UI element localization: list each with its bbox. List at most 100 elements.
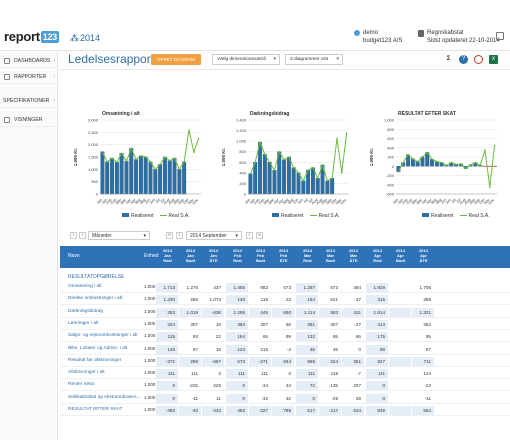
table-cell: 1.321	[412, 307, 434, 317]
diagrams-select[interactable]: 3 diagrammer vist ▾	[285, 54, 343, 65]
column-header-type: Budt	[185, 258, 196, 263]
table-cell: 95	[425, 334, 431, 340]
column-header[interactable]: 2014 Mar Real	[298, 248, 317, 263]
sigma-icon[interactable]: Σ	[446, 56, 451, 62]
row-label[interactable]: Biler, Lokaler og Admin. i alt	[68, 345, 128, 351]
table-row[interactable]: Direkte omkostninger i alt 1.000 Kr 1.330 2…	[60, 294, 510, 306]
column-header-year: 2014	[233, 248, 242, 253]
chart-legend: Realiseret Real S.A.	[122, 213, 190, 219]
x-tick-label: Feb	[258, 198, 265, 205]
user-info[interactable]: demo budget123 A/S	[354, 29, 402, 45]
table-cell: 0	[366, 381, 388, 391]
next-period-button[interactable]: ›	[246, 232, 253, 239]
row-label[interactable]: Direkte omkostninger i alt	[68, 296, 123, 302]
row-label[interactable]: Afskrivninger i alt	[68, 370, 105, 376]
row-label[interactable]: RESULTAT EFTER SKAT	[68, 407, 123, 412]
column-header[interactable]: 2014 Feb Real	[228, 248, 247, 263]
hierarchy-icon[interactable]: ⁂	[70, 33, 79, 43]
table-row[interactable]: Lønninger i alt 1.000 Kr 324 307 16 364 307 56 2…	[60, 319, 510, 330]
app-logo[interactable]: report 123	[4, 29, 59, 44]
table-header: Navn Enhed 2014 Jan Real 2014 Jan Budt 2014 Jan…	[60, 246, 510, 268]
y-tick-label: 1.400	[236, 118, 247, 123]
table-cell: 673	[330, 285, 338, 290]
help-icon[interactable]: ?	[459, 55, 468, 64]
x-tick-label: Sep	[172, 198, 180, 206]
chart-legend: Realiseret Real S.A.	[272, 213, 340, 219]
period-type-select[interactable]: Måneder ▾	[88, 231, 150, 240]
user-name: demo	[363, 30, 379, 36]
column-header[interactable]: 2014 Feb Budt	[251, 248, 270, 263]
table-row[interactable]: Selskabsskat og ekstraordinære... 1.000 K…	[60, 393, 510, 404]
column-header[interactable]: 2014 Feb ÅTE	[274, 248, 293, 263]
y-axis-label: 1.000 Kr.	[221, 148, 226, 167]
column-header[interactable]: 2014 Jan Real	[158, 248, 177, 263]
prev-period-button[interactable]: ‹	[176, 232, 183, 239]
table-cell: 1.019	[179, 307, 201, 317]
sidebar-item-specifikationer[interactable]: SPECIFIKATIONER ›	[0, 94, 58, 108]
dataset-info[interactable]: Regnskabstal Sidst opdateret 22-10-2014	[418, 29, 500, 45]
table-cell: 111	[261, 371, 268, 377]
line-point	[345, 132, 348, 135]
column-header[interactable]: 2014 Apr Budt	[391, 248, 410, 263]
table-row[interactable]: Resultat før afskrivninger 1.000 Kr -372 28…	[60, 356, 510, 367]
table-row[interactable]: Salgs- og rejseomkostninger i alt 1.000 K…	[60, 331, 510, 343]
y-tick-label: 400	[239, 170, 246, 175]
column-header-month: Apr	[397, 253, 404, 258]
legend-line-swatch	[459, 215, 467, 216]
table-cell: 445	[249, 307, 271, 317]
legend-bar-swatch	[122, 213, 129, 217]
row-label[interactable]: Dækningsbidrag	[68, 308, 103, 314]
settings-icon[interactable]	[496, 32, 504, 40]
row-label[interactable]: Salgs- og rejseomkostninger i alt	[68, 333, 138, 339]
column-header[interactable]: 2014 Mar Budt	[321, 248, 340, 263]
create-diagram-button[interactable]: OPRET DIAGRAM	[151, 54, 201, 65]
x-tick-label: Jun	[292, 198, 299, 205]
y-tick-label: 2.000	[88, 142, 99, 147]
next-button[interactable]: ›	[79, 232, 86, 239]
table-row[interactable]: Renter netto 1.000 Kr 0 -225 225 0 -34 34 72 -135…	[60, 380, 510, 392]
column-header-year: 2014	[209, 248, 218, 253]
line-point	[469, 164, 472, 166]
table-row[interactable]: Omsætning i alt 1.000 Kr 1.713 1.276 437 1.45…	[60, 282, 510, 293]
table-cell: -135	[328, 383, 338, 389]
year-label[interactable]: 2014	[80, 33, 101, 43]
column-header-year: 2014	[163, 248, 172, 253]
row-label[interactable]: Resultat før afskrivninger	[68, 357, 122, 363]
bar	[143, 156, 148, 195]
column-header-month: Mar	[303, 253, 312, 258]
table-row[interactable]: Dækningsbidrag 1.000 Kr 383 1.019 -636 1.295 4…	[60, 307, 510, 318]
sidebar-item-dashboards[interactable]: DASHBOARDS ›	[0, 54, 58, 68]
sidebar-item-rapporter[interactable]: RAPPORTER ›	[0, 70, 58, 84]
column-header[interactable]: 2014 Apr Real	[368, 248, 387, 263]
dimension-select[interactable]: Vælg dimensionsværdi ▾	[212, 54, 280, 65]
table-cell: 34	[285, 383, 291, 389]
column-header-type: Budt	[255, 258, 266, 263]
column-header[interactable]: 2014 Apr ÅTE	[414, 248, 433, 263]
row-label[interactable]: Selskabsskat og ekstraordinære...	[68, 394, 141, 400]
table-cell: -4	[286, 346, 291, 352]
excel-icon[interactable]: x	[489, 55, 498, 64]
pdf-icon[interactable]	[474, 55, 483, 64]
prev-button[interactable]: ‹	[70, 232, 77, 239]
period-select[interactable]: 2014 September ▾	[186, 231, 242, 240]
table-row[interactable]: Biler, Lokaler og Admin. i alt 1.000 Kr 12…	[60, 344, 510, 355]
line-point	[307, 169, 309, 172]
x-tick-label: Okt	[479, 197, 487, 205]
x-tick-label: Jan	[96, 198, 103, 205]
row-label[interactable]: Renter netto	[68, 382, 95, 388]
line-point	[402, 161, 405, 164]
first-period-button[interactable]: «	[166, 232, 173, 239]
row-label[interactable]: Lønninger i alt	[68, 320, 99, 326]
sidebar-item-visninger[interactable]: VISNINGER	[0, 113, 58, 127]
row-label[interactable]: Omsætning i alt	[68, 284, 102, 289]
column-header-type: ÅTE	[279, 258, 288, 263]
table-cell: 66	[355, 334, 361, 340]
column-header[interactable]: 2014 Jan ÅTE	[204, 248, 223, 263]
row-unit: 1.000 Kr	[144, 345, 162, 351]
last-period-button[interactable]: »	[256, 232, 263, 239]
table-row[interactable]: RESULTAT EFTER SKAT 1.000 Kr -483 -40 -443 46…	[60, 405, 510, 416]
column-header[interactable]: 2014 Mar ÅTE	[344, 248, 363, 263]
table-row[interactable]: Afskrivninger i alt 1.000 Kr 111 111 0 111 111…	[60, 368, 510, 380]
column-header[interactable]: 2014 Jan Budt	[181, 248, 200, 263]
line-point	[407, 153, 409, 156]
